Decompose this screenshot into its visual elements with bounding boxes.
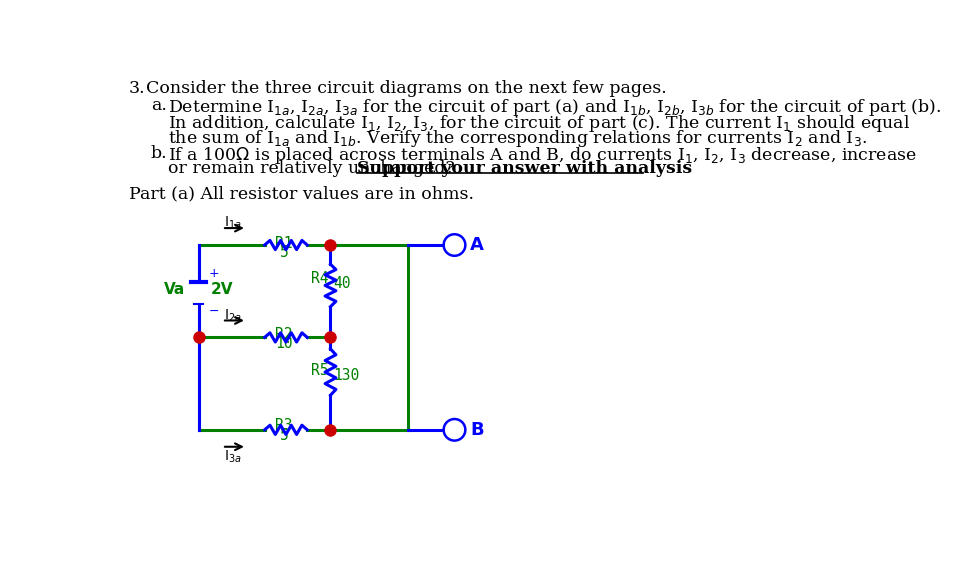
Text: Determine I$_{1a}$, I$_{2a}$, I$_{3a}$ for the circuit of part (a) and I$_{1b}$,: Determine I$_{1a}$, I$_{2a}$, I$_{3a}$ f… (168, 97, 940, 118)
Text: 2V: 2V (211, 282, 234, 297)
Text: In addition, calculate I$_1$, I$_2$, I$_3$, for the circuit of part (c). The cur: In addition, calculate I$_1$, I$_2$, I$_… (168, 113, 909, 134)
Text: R1: R1 (275, 236, 293, 251)
Text: a.: a. (150, 97, 167, 114)
Text: R3: R3 (275, 418, 293, 433)
Text: 5: 5 (279, 427, 288, 443)
Text: 3.: 3. (129, 80, 145, 97)
Text: b.: b. (150, 145, 167, 162)
Text: +: + (208, 268, 219, 280)
Text: Support your answer with analysis: Support your answer with analysis (357, 160, 691, 177)
Text: or remain relatively unchanged?: or remain relatively unchanged? (168, 160, 459, 177)
Text: If a 100$\Omega$ is placed across terminals A and B, do currents I$_1$, I$_2$, I: If a 100$\Omega$ is placed across termin… (168, 145, 916, 166)
Text: I$_{2a}$: I$_{2a}$ (224, 307, 242, 324)
Text: I$_{1a}$: I$_{1a}$ (224, 215, 242, 231)
Text: 40: 40 (333, 276, 351, 291)
Text: Consider the three circuit diagrams on the next few pages.: Consider the three circuit diagrams on t… (146, 80, 666, 97)
Text: .: . (643, 160, 648, 177)
Text: Part (a) All resistor values are in ohms.: Part (a) All resistor values are in ohms… (129, 186, 474, 203)
Text: 5: 5 (279, 245, 288, 260)
Text: R4: R4 (310, 271, 328, 286)
Text: Va: Va (164, 282, 185, 297)
Text: 10: 10 (275, 336, 293, 351)
Text: R2: R2 (275, 327, 293, 342)
Text: −: − (208, 305, 219, 318)
Text: A: A (470, 236, 484, 254)
Text: I$_{3a}$: I$_{3a}$ (224, 449, 242, 465)
Text: 130: 130 (333, 368, 359, 383)
Text: B: B (470, 421, 484, 439)
Text: R5: R5 (310, 363, 328, 378)
Text: the sum of I$_{1a}$ and I$_{1b}$. Verify the corresponding relations for current: the sum of I$_{1a}$ and I$_{1b}$. Verify… (168, 128, 866, 149)
